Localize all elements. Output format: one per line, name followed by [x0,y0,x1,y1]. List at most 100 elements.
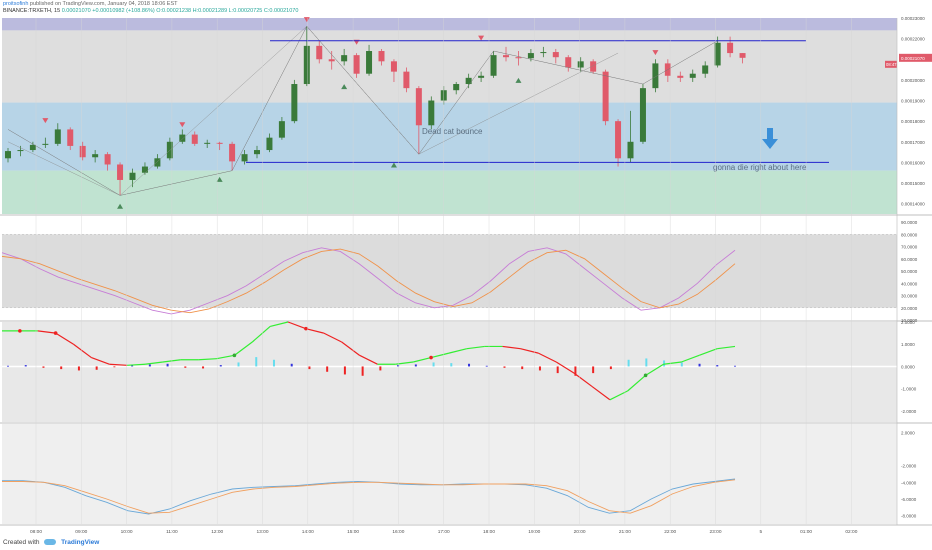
symbol-label: BINANCE:TRXETH, 15 [3,8,61,14]
osc-axis-label: -8.0000 [901,514,917,519]
macd-axis-label: 2.0000 [901,320,915,325]
macd-cross-dot [18,329,22,333]
macd-line-segment [645,363,664,376]
symbol-info: BINANCE:TRXETH, 15 0.00021070 +0.0001098… [3,8,298,15]
candle [254,150,260,155]
pivot-high-marker [652,50,659,56]
macd-histogram-bar [538,366,541,371]
macd-histogram-bar [468,363,471,367]
time-axis-label: 02:00 [845,529,857,535]
pivot-low-marker [515,77,522,83]
macd-line-segment [73,343,92,359]
time-axis-label: 11:00 [166,529,178,535]
macd-histogram-bar [272,359,275,367]
candle [428,100,435,126]
candle [104,154,111,165]
candle [117,164,124,180]
macd-line-segment [37,330,56,334]
price-zone [2,18,897,31]
candle [602,71,609,122]
candle [366,51,373,74]
price-axis-label: 0.00016000 [901,160,925,165]
macd-histogram-bar [237,362,240,367]
stoch-band [2,234,897,308]
macd-histogram-bar [645,358,648,367]
macd-line-segment [198,358,217,361]
macd-line-segment [341,341,360,356]
stoch-axis-label: 20.0000 [901,306,918,311]
candle [403,71,410,89]
macd-histogram-bar [698,363,701,367]
macd-histogram-bar [290,363,293,367]
candle [54,129,61,144]
price-axis-label: 0.00014000 [901,202,925,207]
macd-cross-dot [304,326,308,331]
candle [291,84,298,122]
candle [490,55,497,76]
candle [590,61,597,72]
countdown-label: 08:47 [886,62,897,67]
macd-histogram-bar [7,365,9,367]
candle [141,166,148,173]
author-link[interactable]: proitsofinh [3,1,29,7]
candle [241,154,248,162]
pivot-low-marker [341,84,348,90]
down-arrow-icon [762,128,778,149]
candle [639,88,646,142]
candle [154,158,161,167]
macd-line-segment [270,321,289,328]
macd-histogram-bar [361,366,364,376]
price-zone [2,170,897,214]
price-axis-label: 0.00018000 [901,119,925,124]
macd-line-segment [448,348,467,354]
time-axis-label: 16:00 [392,529,404,535]
candle [79,145,86,158]
osc-axis-label: -4.0000 [901,480,917,485]
countdown-tag [885,60,897,68]
stoch-axis-label: 50.0000 [901,269,918,274]
macd-histogram-bar [77,366,80,371]
candle [29,144,36,151]
footer: Created with TradingView [3,539,99,546]
candle [266,137,273,151]
candle [739,53,746,58]
price-zone [2,102,897,171]
time-axis-label: 08:00 [30,529,42,535]
candle [328,59,335,62]
tradingview-brand[interactable]: TradingView [61,539,100,546]
macd-line-segment [413,356,432,363]
osc-line-orange [2,479,736,514]
macd-histogram-bar [113,366,116,368]
macd-histogram-bar [131,365,134,367]
macd-line-segment [430,352,450,359]
macd-histogram-bar [680,362,683,367]
osc-axis-label: 2.0000 [901,430,915,435]
macd-line-segment [555,361,575,374]
candle [627,141,634,159]
candle [714,42,721,66]
macd-line-segment [287,321,307,330]
candle [727,42,734,54]
macd-line-segment [127,363,146,366]
candle [42,143,49,145]
macd-line-segment [681,354,700,363]
stoch-line-d [1,248,736,314]
tradingview-logo-icon [44,539,57,546]
macd-line-segment [216,354,235,360]
pivot-low-marker [390,162,397,168]
macd-histogram-bar [166,363,169,367]
time-axis-label: 01:00 [800,529,812,535]
macd-line-segment [251,325,271,343]
osc-panel-bg [2,424,897,524]
published-text: published on TradingView.com, January 04… [29,1,178,7]
macd-line-segment [538,352,557,363]
macd-line-segment [359,354,378,365]
macd-line-segment [699,348,718,356]
time-axis-label: 17:00 [438,529,450,535]
macd-line-segment [234,341,253,356]
pivot-low-marker [117,203,124,209]
candle [390,61,397,72]
macd-histogram-bar [574,366,577,376]
candle [67,129,74,146]
price-change: +0.00010982 (+108.86%) [92,8,155,14]
